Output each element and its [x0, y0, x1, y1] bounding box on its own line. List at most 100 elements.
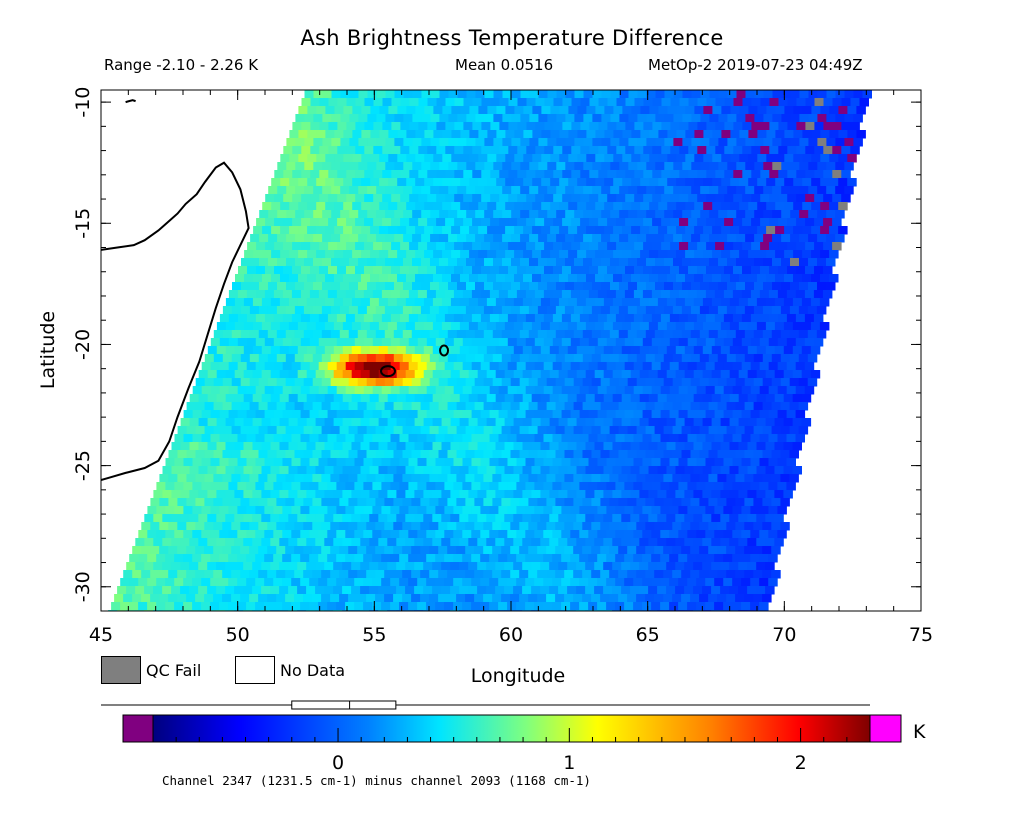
swath-cell: [381, 530, 391, 539]
swath-cell: [684, 562, 694, 571]
swath-cell: [295, 258, 305, 267]
swath-cell: [366, 402, 377, 411]
swath-cell: [270, 442, 280, 451]
swath-cell: [516, 482, 526, 491]
swath-cell: [606, 362, 617, 371]
swath-cell: [219, 482, 229, 491]
swath-cell: [234, 370, 245, 379]
swath-cell: [301, 194, 311, 203]
swath-cell: [388, 178, 398, 187]
swath-cell: [807, 306, 818, 315]
swath-cell: [282, 362, 293, 371]
swath-cell: [288, 298, 299, 307]
swath-cell: [585, 370, 596, 379]
swath-cell: [663, 498, 673, 507]
swath-cell: [427, 242, 437, 251]
swath-cell: [435, 410, 446, 419]
swath-cell: [477, 442, 487, 451]
swath-cell: [448, 258, 458, 267]
swath-cell: [817, 258, 827, 267]
swath-cell: [696, 386, 707, 395]
swath-cell: [645, 450, 655, 459]
swath-cell: [174, 458, 184, 467]
swath-cell: [690, 450, 700, 459]
swath-cell: [582, 546, 592, 555]
swath-cell: [420, 570, 430, 579]
swath-cell: [702, 490, 712, 499]
swath-cell: [595, 178, 605, 187]
swath-cell: [696, 338, 707, 347]
swath-cell: [381, 578, 391, 587]
swath-cell: [355, 218, 365, 227]
swath-cell: [192, 482, 202, 491]
swath-cell: [363, 338, 374, 347]
swath-cell: [826, 282, 836, 291]
swath-cell: [696, 506, 706, 515]
swath-cell: [792, 394, 803, 403]
swath-cell: [484, 234, 494, 243]
swath-cell: [472, 170, 482, 179]
swath-cell: [445, 146, 455, 155]
swath-cell: [601, 114, 611, 123]
swath-cell: [411, 426, 422, 435]
swath-cell: [798, 306, 809, 315]
swath-cell: [162, 490, 172, 499]
swath-cell: [252, 346, 263, 355]
swath-cell: [381, 434, 391, 443]
swath-cell: [723, 482, 733, 491]
swath-cell: [585, 442, 595, 451]
swath-cell: [750, 386, 761, 395]
swath-cell: [727, 210, 737, 219]
swath-cell: [642, 338, 653, 347]
swath-cell: [120, 578, 130, 587]
swath-cell: [310, 194, 320, 203]
swath-cell: [346, 146, 356, 155]
swath-cell: [351, 346, 362, 355]
swath-cell: [444, 458, 454, 467]
swath-cell: [360, 442, 370, 451]
swath-cell: [240, 306, 251, 315]
swath-cell: [244, 274, 254, 283]
swath-cell: [279, 514, 289, 523]
swath-cell: [498, 554, 508, 563]
swath-cell: [573, 306, 584, 315]
swath-cell: [720, 298, 731, 307]
swath-cell: [673, 210, 683, 219]
swath-cell: [732, 554, 742, 563]
swath-cell: [714, 434, 724, 443]
swath-cell: [807, 354, 818, 363]
swath-cell: [520, 282, 530, 291]
swath-cell: [648, 418, 659, 427]
swath-cell: [385, 114, 395, 123]
swath-cell: [349, 138, 359, 147]
swath-cell: [688, 122, 698, 131]
swath-heatmap: [108, 90, 872, 611]
swath-cell: [363, 290, 374, 299]
swath-cell: [180, 562, 190, 571]
swath-cell: [468, 514, 478, 523]
swath-cell: [643, 146, 653, 155]
swath-cell: [420, 354, 431, 363]
swath-cell: [555, 426, 566, 435]
swath-cell: [588, 554, 598, 563]
swath-cell: [409, 266, 419, 275]
swath-cell: [378, 586, 388, 595]
swath-cell: [322, 162, 332, 171]
swath-cell: [396, 586, 406, 595]
swath-cell: [445, 266, 455, 275]
swath-cell: [450, 514, 460, 523]
swath-cell: [591, 426, 602, 435]
swath-cell: [448, 114, 458, 123]
swath-cell: [322, 234, 332, 243]
swath-cell: [687, 578, 697, 587]
swath-cell: [336, 458, 346, 467]
swath-cell: [772, 114, 782, 123]
swath-cell: [655, 162, 665, 171]
swath-cell: [618, 570, 628, 579]
swath-cell: [486, 442, 496, 451]
swath-cell: [741, 434, 751, 443]
swath-cell: [354, 602, 364, 611]
swath-cell: [340, 114, 350, 123]
swath-cell: [651, 434, 661, 443]
swath-cell: [286, 258, 296, 267]
